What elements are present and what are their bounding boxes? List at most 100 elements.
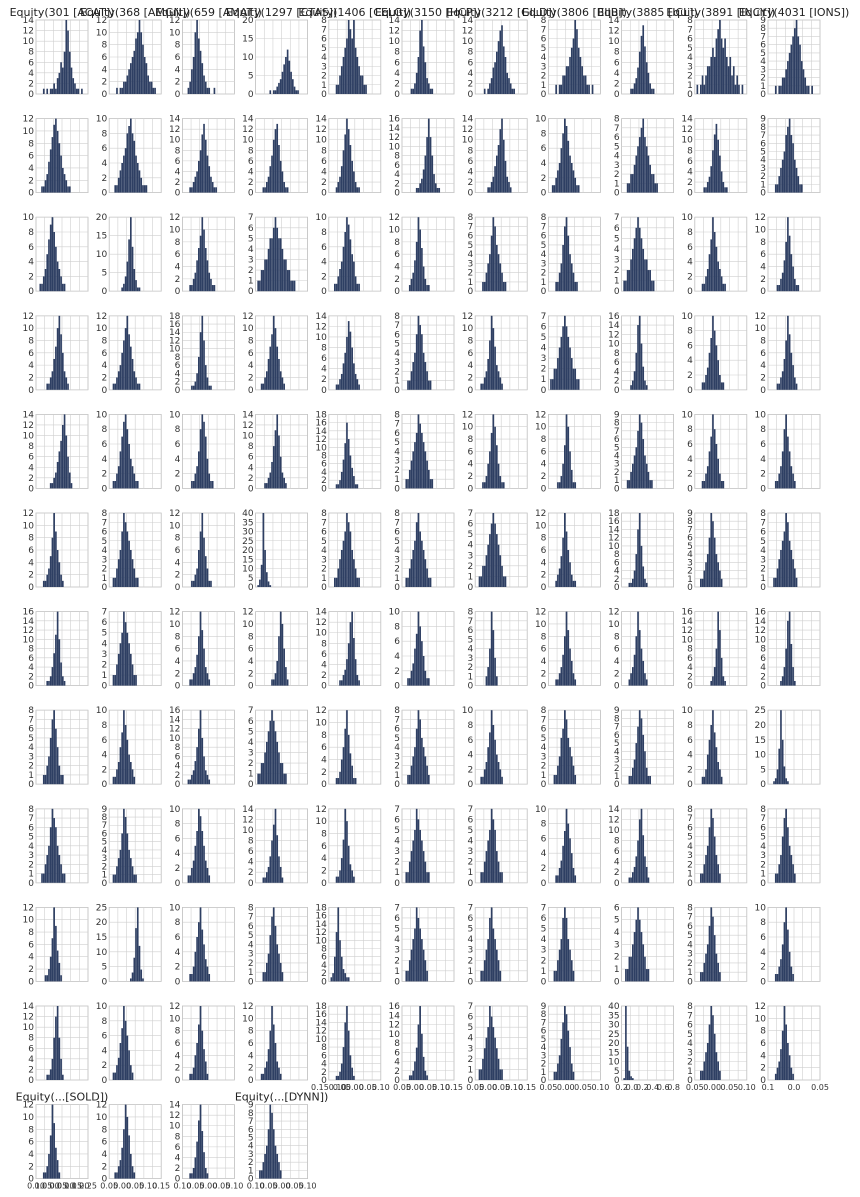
- y-tick-label: 6: [321, 842, 327, 852]
- y-tick-label: 2: [760, 172, 766, 182]
- histogram-bar: [266, 741, 268, 785]
- y-tick-label: 6: [394, 250, 400, 260]
- histogram-bar: [628, 775, 631, 785]
- y-tick-label: 12: [315, 928, 326, 938]
- histogram-bar: [42, 276, 45, 292]
- y-tick-label: 7: [614, 213, 620, 223]
- y-tick-label: 0: [467, 189, 473, 199]
- y-tick-label: 0: [321, 90, 327, 100]
- y-tick-label: 2: [321, 565, 327, 575]
- y-tick-label: 2: [760, 565, 766, 575]
- histogram-bar: [426, 371, 428, 390]
- histogram-bar: [421, 737, 423, 785]
- histogram-bar: [499, 129, 502, 193]
- histogram-bar: [706, 1043, 709, 1080]
- y-tick-label: 2: [614, 377, 620, 387]
- y-tick-label: 1: [614, 179, 620, 189]
- histogram-bar: [706, 269, 709, 292]
- histogram-bar: [123, 283, 125, 292]
- histogram-bar: [795, 167, 798, 193]
- y-tick-label: 3: [394, 752, 400, 762]
- y-tick-label: 0: [175, 879, 181, 889]
- y-tick-label: 12: [23, 312, 34, 322]
- y-tick-label: 2: [101, 470, 107, 480]
- histogram-bar: [130, 550, 132, 587]
- y-tick-label: 3: [687, 1048, 693, 1058]
- histogram-bar: [204, 81, 207, 94]
- y-tick-label: 2: [467, 858, 473, 868]
- histogram-bar: [706, 554, 709, 587]
- y-tick-label: 12: [169, 725, 180, 735]
- y-tick-label: 2: [101, 565, 107, 575]
- y-tick-label: 6: [28, 243, 34, 253]
- x-tick-label: 0.05: [212, 1182, 230, 1191]
- x-tick-label: 0.00: [346, 1083, 364, 1092]
- y-tick-label: 7: [541, 222, 547, 232]
- histogram-bar: [42, 1172, 45, 1179]
- y-tick-label: 0: [248, 287, 254, 297]
- histogram-bar: [708, 827, 711, 883]
- histogram-bar: [632, 767, 634, 785]
- histogram-bar: [630, 877, 632, 883]
- histogram-bar: [591, 84, 594, 94]
- histogram-bar: [797, 176, 800, 193]
- histogram-bar: [349, 1055, 352, 1080]
- histogram-bar: [577, 185, 580, 193]
- histogram-bar: [128, 69, 130, 94]
- y-tick-label: 4: [541, 344, 547, 354]
- histogram-bar: [706, 182, 709, 193]
- y-tick-label: 25: [755, 706, 766, 716]
- y-tick-label: 0: [28, 780, 34, 790]
- histogram-bar: [60, 155, 62, 193]
- histogram-bar: [46, 383, 49, 390]
- y-tick-label: 6: [394, 725, 400, 735]
- histogram-bar: [715, 246, 718, 292]
- histogram-bar: [142, 978, 144, 982]
- y-tick-label: 14: [389, 1011, 401, 1021]
- histogram-bar: [785, 135, 787, 193]
- y-tick-label: 8: [614, 837, 620, 847]
- histogram-bar: [422, 851, 425, 883]
- histogram-bar: [710, 725, 713, 785]
- histogram-bar: [783, 358, 786, 390]
- histogram-bar: [489, 83, 491, 94]
- histogram-bar: [489, 1006, 491, 1080]
- histogram-bar: [429, 479, 432, 489]
- histogram-bar: [260, 1170, 263, 1179]
- y-tick-label: 8: [321, 509, 327, 519]
- histogram-bar: [340, 166, 343, 193]
- y-tick-label: 0: [541, 879, 547, 889]
- histogram-bar: [417, 917, 420, 982]
- histogram-bar: [196, 831, 198, 883]
- histogram-bar: [136, 32, 139, 94]
- y-tick-label: 1: [101, 671, 107, 681]
- histogram-bar: [286, 679, 289, 686]
- histogram-bar: [119, 747, 122, 785]
- histogram-bar: [53, 83, 55, 94]
- histogram-bar: [51, 483, 54, 489]
- histogram-bar: [48, 1074, 50, 1080]
- histogram-bar: [131, 57, 134, 94]
- y-tick-label: 3: [394, 946, 400, 956]
- histogram-bar: [136, 383, 139, 390]
- histogram-bar: [46, 254, 49, 292]
- y-tick-label: 2: [614, 468, 620, 478]
- histogram-bar: [792, 266, 794, 292]
- histogram-bar: [630, 385, 632, 390]
- histogram-bar: [487, 667, 489, 686]
- histogram-bar: [335, 932, 338, 982]
- y-tick-label: 4: [101, 1150, 107, 1160]
- y-tick-label: 10: [23, 324, 35, 334]
- histogram-bar: [192, 966, 195, 982]
- histogram-bar: [632, 380, 634, 390]
- histogram-bar: [269, 935, 272, 982]
- histogram-bar: [67, 186, 69, 193]
- histogram-bar: [130, 1153, 132, 1179]
- histogram-bar: [713, 836, 716, 883]
